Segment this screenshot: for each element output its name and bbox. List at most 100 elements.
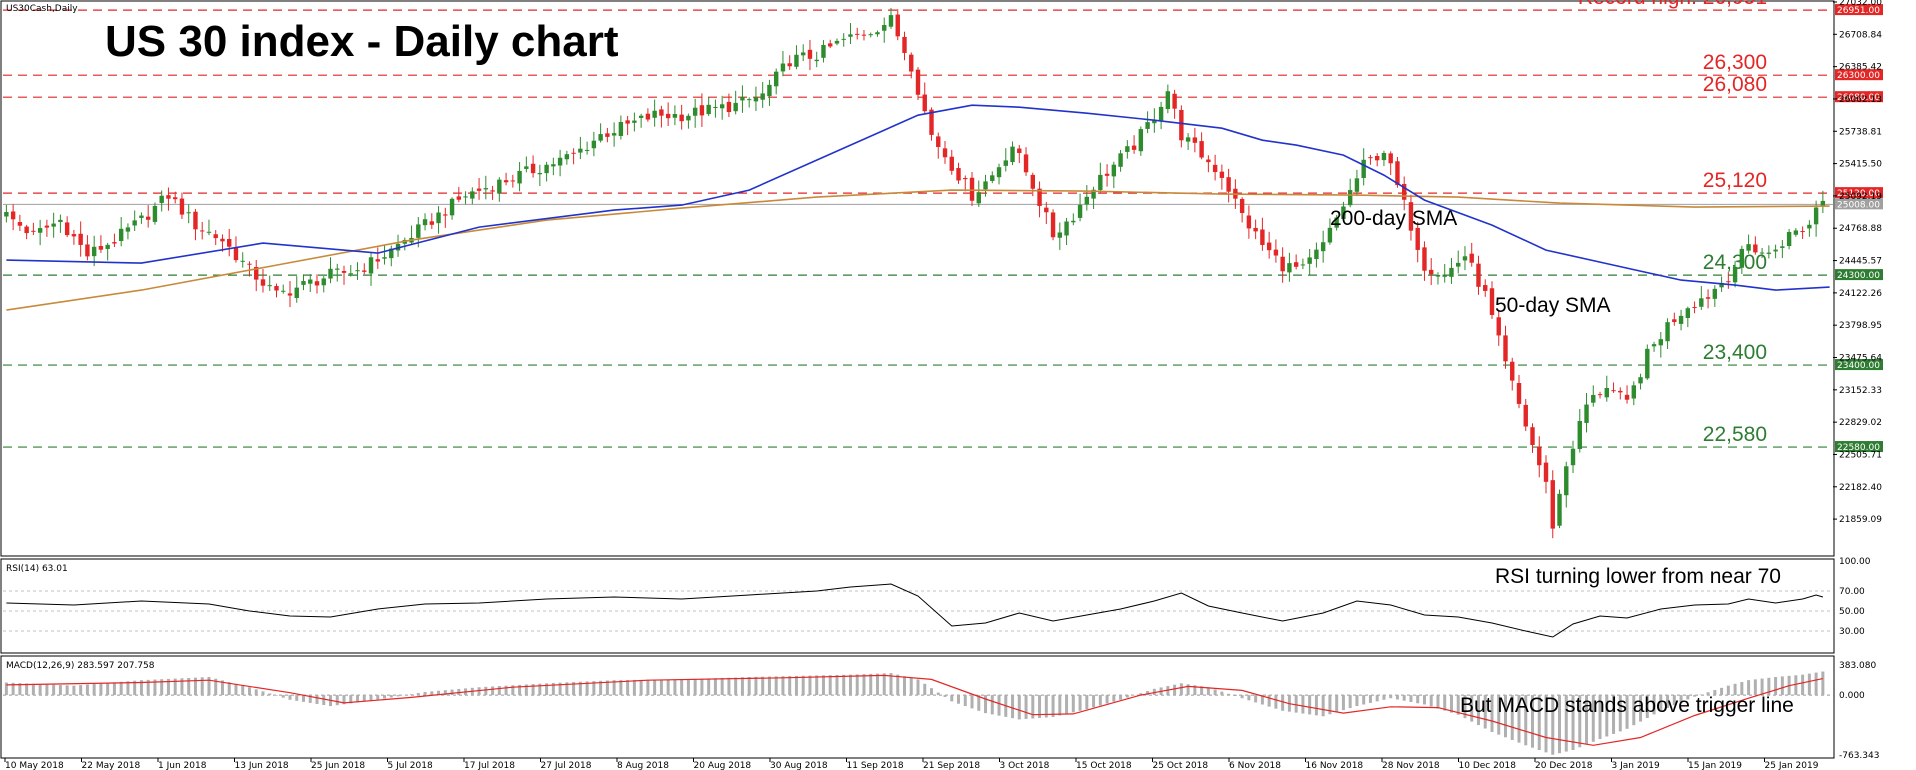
- candle-down: [85, 244, 90, 257]
- candle-down: [1611, 390, 1616, 392]
- candle-up: [1685, 308, 1691, 319]
- candle-down: [1516, 383, 1522, 404]
- candle-down: [1537, 446, 1542, 466]
- candle-up: [990, 175, 995, 181]
- candle-down: [1044, 207, 1049, 213]
- candle-down: [1206, 159, 1211, 163]
- candle-up: [746, 99, 752, 101]
- candle-up: [1604, 387, 1609, 398]
- candle-up: [686, 115, 691, 121]
- x-tick-12: 21 Sep 2018: [923, 761, 980, 770]
- candle-up: [1084, 196, 1090, 205]
- candle-up: [1746, 244, 1751, 251]
- candle-down: [1266, 242, 1272, 251]
- candle-down: [1260, 229, 1265, 245]
- macd-tick-1: 0.000: [1839, 691, 1865, 701]
- candle-up: [692, 107, 698, 116]
- level-axis-tag-6: 22580.00: [1837, 443, 1880, 453]
- candle-up: [1442, 274, 1447, 277]
- candle-up: [888, 15, 894, 27]
- candle-up: [1456, 262, 1461, 267]
- candle-up: [841, 38, 846, 40]
- candle-up: [1118, 153, 1123, 167]
- y-tick-11: 23475.64: [1839, 354, 1882, 364]
- candle-up: [1449, 267, 1454, 277]
- candle-up: [132, 220, 137, 226]
- candle-up: [483, 188, 489, 190]
- candle-up: [281, 290, 286, 292]
- candle-down: [274, 286, 279, 291]
- candle-up: [321, 278, 326, 286]
- candle-up: [767, 84, 772, 97]
- candle-up: [1591, 394, 1596, 403]
- candle-up: [1651, 344, 1657, 347]
- candle-down: [1246, 215, 1252, 229]
- x-axis-layer: 10 May 2018 22 May 2018 1 Jun 2018 13 Jun 2…: [4, 758, 1819, 770]
- candle-down: [1239, 198, 1245, 214]
- x-tick-7: 27 Jul 2018: [541, 761, 592, 770]
- candle-up: [733, 102, 738, 112]
- candle-down: [375, 259, 380, 262]
- candle-up: [1077, 204, 1083, 218]
- candle-down: [1503, 335, 1508, 362]
- candle-up: [1557, 493, 1562, 526]
- candle-up: [118, 228, 124, 242]
- candle-down: [1523, 404, 1528, 427]
- candle-down: [530, 163, 536, 174]
- x-tick-0: 10 May 2018: [5, 761, 64, 770]
- candle-down: [1023, 154, 1029, 173]
- candle-up: [1361, 159, 1366, 178]
- candle-up: [1010, 146, 1015, 163]
- candle-up: [713, 106, 718, 108]
- candle-up: [632, 120, 637, 123]
- candle-up: [537, 173, 543, 175]
- candle-up: [996, 167, 1002, 178]
- candle-down: [429, 221, 435, 225]
- candle-up: [983, 181, 988, 190]
- level-label-2: 26,080: [1703, 73, 1767, 96]
- candle-up: [1111, 164, 1117, 177]
- candle-down: [1408, 202, 1414, 231]
- y-tick-1: 26708.84: [1839, 30, 1882, 40]
- y-tick-12: 23152.33: [1839, 386, 1882, 396]
- candle-up: [801, 52, 806, 56]
- candle-up: [1577, 421, 1582, 449]
- candle-down: [247, 263, 252, 265]
- rsi-tick-0: 100.00: [1839, 557, 1871, 567]
- candle-up: [652, 110, 657, 118]
- candle-down: [145, 216, 151, 220]
- macd-panel-frame: [0, 655, 1835, 759]
- candle-down: [10, 211, 16, 220]
- candle-down: [1624, 394, 1630, 400]
- candle-up: [1820, 200, 1826, 207]
- candle-down: [456, 196, 462, 200]
- candle-up: [834, 40, 840, 44]
- candle-up: [875, 32, 880, 35]
- level-label-1: 26,300: [1703, 51, 1767, 74]
- candle-down: [510, 180, 516, 182]
- candle-up: [976, 192, 981, 204]
- candle-down: [1415, 227, 1420, 250]
- candle-down: [956, 168, 961, 181]
- candle-down: [1253, 227, 1258, 232]
- candle-down: [665, 113, 671, 119]
- sma200-annotation: 200-day SMA: [1330, 207, 1457, 230]
- candle-down: [220, 238, 225, 242]
- level-label-0: Record high: 26,951: [1578, 0, 1767, 9]
- x-tick-17: 16 Nov 2018: [1306, 761, 1364, 770]
- candle-down: [1483, 285, 1488, 291]
- candle-down: [1037, 188, 1042, 206]
- candle-down: [909, 54, 914, 72]
- level-axis-tag-bg-0: [1835, 4, 1883, 16]
- x-tick-8: 8 Aug 2018: [617, 761, 669, 770]
- candle-up: [1759, 252, 1765, 254]
- candle-up: [1699, 298, 1704, 307]
- candle-down: [1422, 247, 1427, 271]
- candle-up: [1766, 252, 1772, 254]
- candle-down: [699, 105, 705, 116]
- candle-down: [443, 214, 448, 216]
- candle-up: [760, 93, 765, 100]
- y-tick-5: 25415.50: [1839, 160, 1882, 170]
- candle-up: [706, 104, 711, 115]
- y-tick-0: 27032.00: [1839, 0, 1882, 8]
